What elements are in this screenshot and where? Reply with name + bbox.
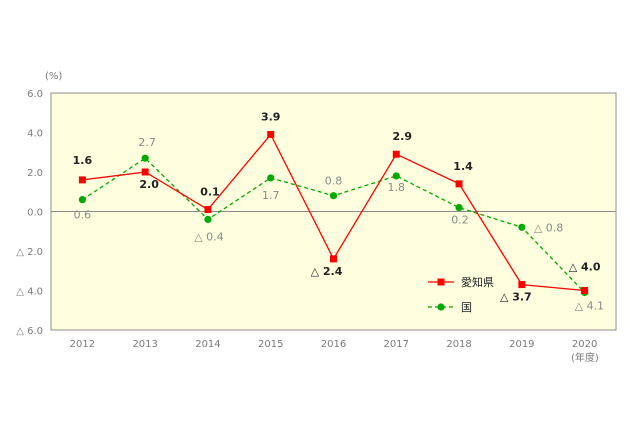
data-label-aichi: △ 2.4 [311, 265, 343, 278]
data-label-aichi: 3.9 [261, 110, 281, 123]
legend-label-kuni: 国 [461, 301, 472, 314]
data-point-aichi [581, 287, 589, 294]
legend-marker-aichi [437, 278, 445, 286]
x-axis-unit: (年度) [571, 351, 599, 364]
x-tick-label: 2015 [258, 339, 283, 350]
data-label-kuni: △ 0.8 [534, 221, 563, 234]
data-label-kuni: 2.7 [138, 136, 156, 149]
data-point-kuni [204, 215, 212, 223]
data-point-aichi [141, 168, 149, 176]
y-axis-unit: (%) [45, 71, 62, 82]
data-label-aichi: 2.9 [393, 130, 413, 143]
x-tick-label: 2012 [70, 339, 95, 350]
data-point-kuni [267, 174, 275, 182]
y-tick-label: 0.0 [27, 208, 43, 219]
legend-marker-kuni [437, 303, 445, 311]
data-label-aichi: △ 4.0 [569, 261, 601, 274]
legend-label-aichi: 愛知県 [461, 275, 494, 289]
data-label-kuni: 0.2 [451, 214, 469, 227]
data-point-aichi [204, 206, 212, 214]
x-axis-ticks: 2012 2013 2014 2015 2016 2017 2018 2019 2020 [70, 339, 598, 350]
data-label-kuni: △ 4.1 [575, 299, 604, 312]
data-label-kuni: 1.7 [262, 189, 280, 202]
data-point-kuni [455, 203, 463, 212]
data-point-kuni [329, 192, 338, 200]
data-label-aichi: 2.0 [139, 178, 159, 191]
data-point-kuni [518, 223, 526, 231]
y-tick-label: △ 6.0 [16, 326, 43, 337]
data-point-aichi [330, 255, 337, 263]
y-tick-label: △ 2.0 [16, 247, 43, 258]
data-point-kuni [392, 172, 400, 180]
data-point-kuni [78, 196, 86, 204]
data-point-aichi [78, 176, 86, 184]
x-tick-label: 2019 [509, 339, 534, 350]
x-tick-label: 2016 [321, 339, 346, 350]
data-point-aichi [518, 281, 526, 289]
y-tick-label: 2.0 [27, 168, 43, 179]
y-tick-label: 6.0 [27, 89, 43, 100]
data-point-aichi [455, 180, 463, 188]
data-point-aichi [392, 150, 400, 158]
data-label-aichi: 0.1 [200, 186, 220, 199]
y-tick-label: △ 4.0 [16, 287, 43, 298]
data-label-aichi: 1.4 [453, 160, 473, 173]
x-tick-label: 2018 [446, 339, 471, 350]
data-point-aichi [267, 130, 275, 138]
data-label-kuni: 0.8 [325, 175, 343, 188]
x-tick-label: 2013 [132, 339, 157, 350]
data-label-layer: 1.6 2.0 0.1 3.9 △ 2.4 2.9 1.4 △ 3.7 △ 4.0 0.6 2.7 △… [73, 110, 604, 312]
y-axis-ticks: 6.0 4.0 2.0 0.0 △ 2.0 △ 4.0 △ 6.0 [16, 89, 43, 337]
x-tick-label: 2017 [384, 339, 409, 350]
y-tick-label: 4.0 [27, 129, 43, 140]
x-tick-label: 2020 [572, 339, 597, 350]
x-tick-label: 2014 [195, 339, 220, 350]
series-layer [78, 130, 589, 297]
data-label-aichi: △ 3.7 [500, 291, 532, 304]
data-label-kuni: 0.6 [74, 209, 92, 222]
data-label-aichi: 1.6 [73, 154, 93, 167]
data-label-kuni: △ 0.4 [194, 230, 223, 243]
data-point-kuni [141, 154, 149, 162]
data-label-kuni: 1.8 [388, 181, 406, 194]
